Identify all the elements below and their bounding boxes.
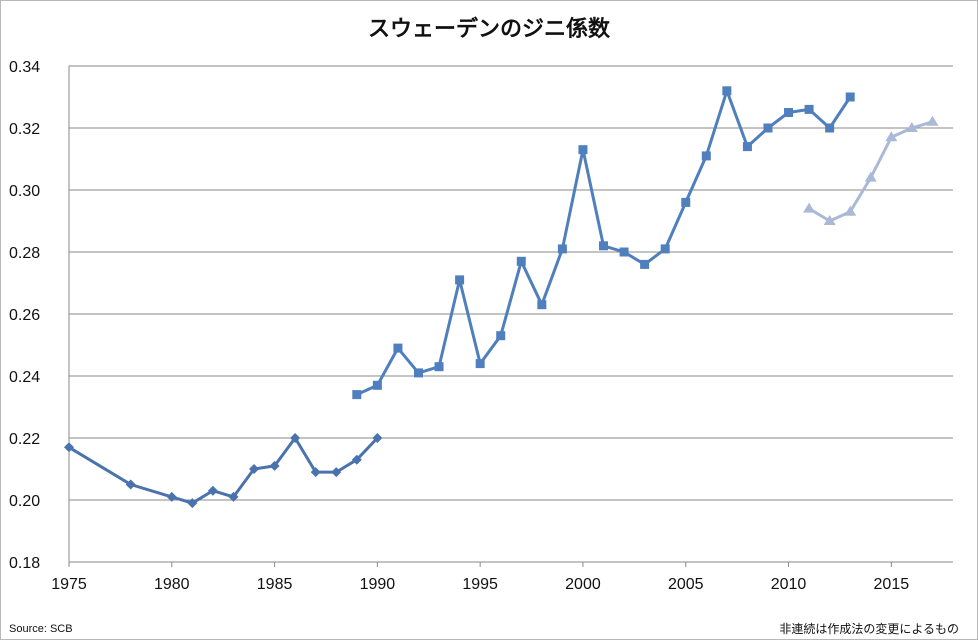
data-point-diamond: [290, 433, 301, 443]
y-tick-label: 0.34: [9, 59, 40, 76]
data-point-square: [825, 123, 835, 133]
x-tick-label: 2005: [668, 576, 704, 593]
y-tick-label: 0.24: [9, 369, 40, 386]
data-point-triangle: [844, 205, 857, 216]
y-tick-label: 0.22: [9, 431, 40, 448]
x-tick-label: 2000: [565, 576, 601, 593]
data-point-square: [537, 300, 547, 310]
data-point-diamond: [187, 498, 198, 509]
source-note: Source: SCB: [9, 623, 73, 635]
data-point-square: [640, 259, 650, 269]
data-point-diamond: [125, 479, 136, 490]
data-point-square: [763, 123, 773, 133]
data-point-triangle: [905, 122, 918, 132]
data-point-square: [681, 197, 691, 207]
data-point-square: [578, 145, 588, 155]
data-point-square: [701, 151, 711, 161]
data-point-triangle: [823, 215, 836, 225]
data-point-square: [475, 359, 485, 369]
data-point-square: [455, 275, 465, 285]
y-tick-label: 0.28: [9, 245, 40, 262]
data-point-square: [742, 142, 752, 152]
x-tick-label: 1980: [154, 576, 190, 593]
chart-title: スウェーデンのジニ係数: [367, 17, 610, 42]
data-point-square: [372, 380, 382, 390]
x-tick-label: 2015: [874, 576, 910, 593]
y-tick-label: 0.32: [9, 121, 40, 138]
x-tick-label: 1990: [360, 576, 396, 593]
x-tick-label: 1985: [257, 576, 293, 593]
data-point-square: [619, 247, 629, 257]
data-point-triangle: [864, 171, 877, 182]
data-point-square: [496, 331, 506, 341]
data-point-diamond: [331, 467, 342, 478]
y-tick-label: 0.30: [9, 183, 40, 200]
data-point-diamond: [249, 464, 260, 474]
data-point-square: [413, 368, 423, 378]
x-tick-label: 2010: [771, 576, 807, 593]
data-point-triangle: [885, 131, 898, 142]
data-point-diamond: [351, 454, 362, 465]
data-point-square: [804, 104, 814, 114]
data-point-diamond: [372, 433, 383, 443]
data-point-square: [599, 241, 609, 251]
data-point-triangle: [926, 115, 939, 126]
y-tick-label: 0.18: [9, 555, 40, 572]
data-point-diamond: [166, 491, 177, 502]
series-line-1: [68, 436, 379, 505]
y-tick-label: 0.20: [9, 493, 40, 510]
data-point-diamond: [228, 491, 239, 502]
series-line-3: [808, 120, 933, 223]
data-point-diamond: [64, 442, 74, 453]
x-tick-label: 1975: [51, 576, 87, 593]
data-point-square: [516, 256, 526, 266]
data-point-triangle: [803, 202, 816, 213]
data-point-square: [784, 108, 794, 117]
data-point-diamond: [310, 467, 321, 478]
data-point-diamond: [207, 485, 218, 496]
data-point-square: [722, 86, 732, 96]
x-tick-label: 1995: [462, 576, 498, 593]
data-point-diamond: [269, 460, 280, 471]
y-tick-label: 0.26: [9, 307, 40, 324]
data-point-square: [845, 92, 855, 102]
data-point-square: [660, 244, 670, 254]
data-point-square: [393, 343, 403, 353]
data-point-square: [434, 362, 444, 372]
data-point-square: [352, 390, 362, 400]
footnote: 非連続は作成法の変更によるもの: [779, 622, 959, 636]
data-point-square: [557, 244, 567, 254]
